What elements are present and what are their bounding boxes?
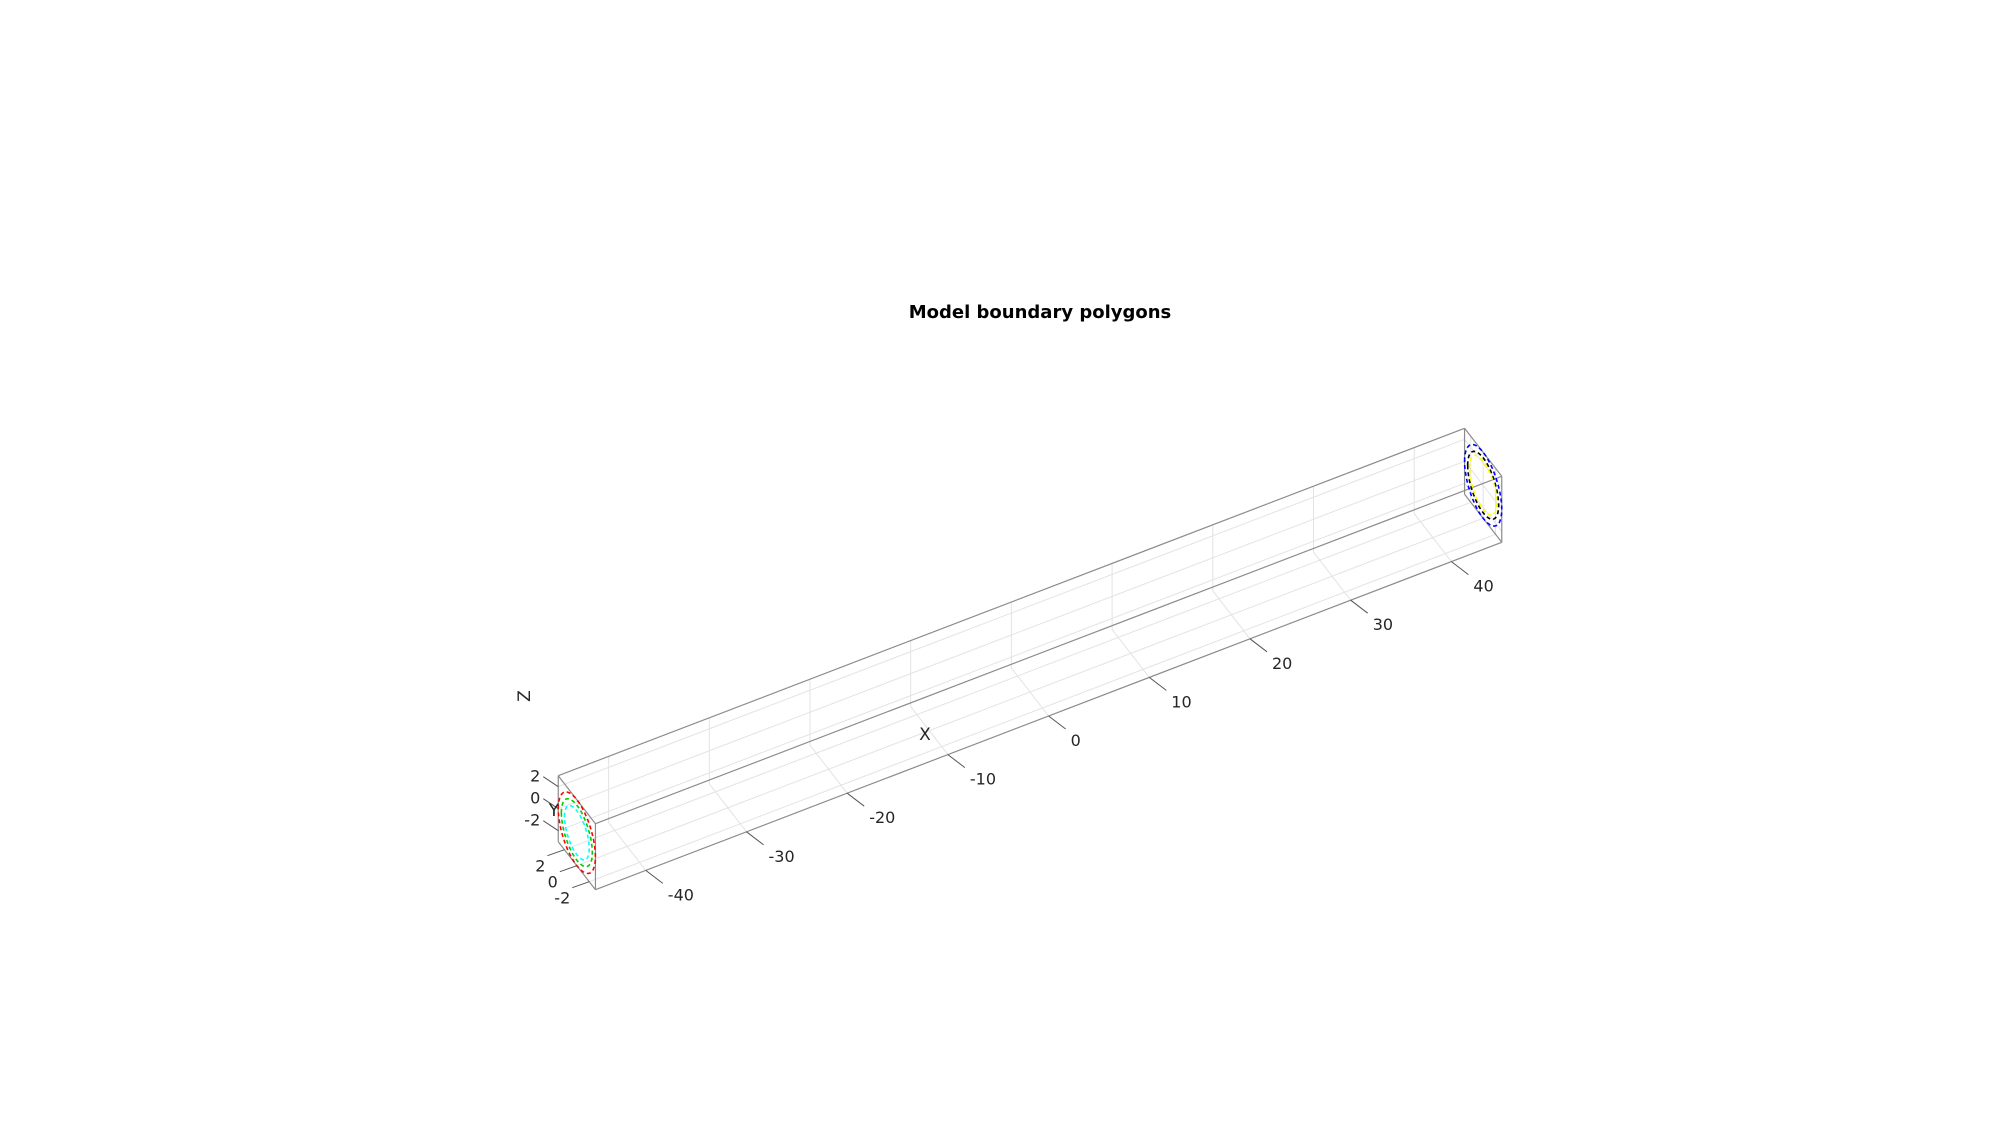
x-tick-label: 40	[1473, 577, 1493, 596]
x-tick-label: 20	[1272, 654, 1292, 673]
x-tick-label: 30	[1373, 615, 1393, 634]
z-tick-label: 2	[530, 767, 540, 786]
y-tick-mark	[559, 865, 578, 873]
x-tick-mark	[645, 870, 664, 884]
axes-box-edge	[1464, 427, 1503, 477]
y-axis-label: Y	[548, 801, 560, 821]
z-tick-label: -2	[524, 811, 540, 830]
chart-title: Model boundary polygons	[909, 302, 1172, 323]
z-tick-label: 0	[530, 789, 540, 808]
grid-line	[558, 482, 1465, 832]
z-tick-mark	[542, 798, 559, 810]
boundary-polygon	[1463, 443, 1503, 527]
y-tick-label: 2	[535, 857, 545, 876]
axes-box-edge	[558, 427, 1465, 777]
grid-layer	[558, 436, 1503, 883]
y-tick-mark	[572, 881, 590, 889]
x-tick-label: -10	[970, 770, 996, 789]
grid-line	[558, 438, 1465, 788]
x-tick-label: 10	[1171, 692, 1191, 711]
boundary-polygon	[1468, 454, 1498, 517]
x-tick-label: -20	[869, 808, 895, 827]
boundary-polygon	[1466, 450, 1500, 521]
x-tick-mark	[1148, 677, 1167, 691]
grid-line	[1464, 482, 1503, 532]
boundary-polygon	[557, 791, 597, 875]
z-tick-mark	[542, 820, 559, 832]
axes-box-edge	[595, 475, 1502, 825]
x-tick-mark	[1249, 638, 1268, 653]
x-tick-mark	[1451, 561, 1469, 575]
x-tick-mark	[1048, 715, 1066, 730]
series-layer	[557, 443, 1503, 875]
grid-line	[564, 501, 1471, 851]
axes-box-edge	[557, 775, 596, 825]
axes-box	[557, 427, 1503, 891]
grid-line	[576, 517, 1484, 867]
y-tick-mark	[547, 849, 565, 857]
x-tick-mark	[947, 754, 966, 768]
grid-line	[558, 460, 1465, 810]
x-tick-mark	[746, 831, 764, 846]
grid-line	[589, 533, 1496, 883]
x-tick-mark	[1350, 599, 1369, 614]
y-tick-label: -2	[554, 889, 570, 908]
x-tick-label: 0	[1071, 731, 1081, 750]
x-axis-label: X	[919, 725, 931, 745]
x-tick-label: -40	[668, 885, 694, 904]
y-tick-label: 0	[548, 873, 558, 892]
z-tick-mark	[542, 776, 559, 788]
grid-line	[1464, 460, 1503, 510]
z-axis-label: Z	[515, 690, 535, 702]
x-tick-label: -30	[769, 847, 795, 866]
x-tick-mark	[846, 792, 865, 807]
boundary-polygon	[563, 804, 591, 861]
boundary-polygon	[560, 797, 594, 868]
